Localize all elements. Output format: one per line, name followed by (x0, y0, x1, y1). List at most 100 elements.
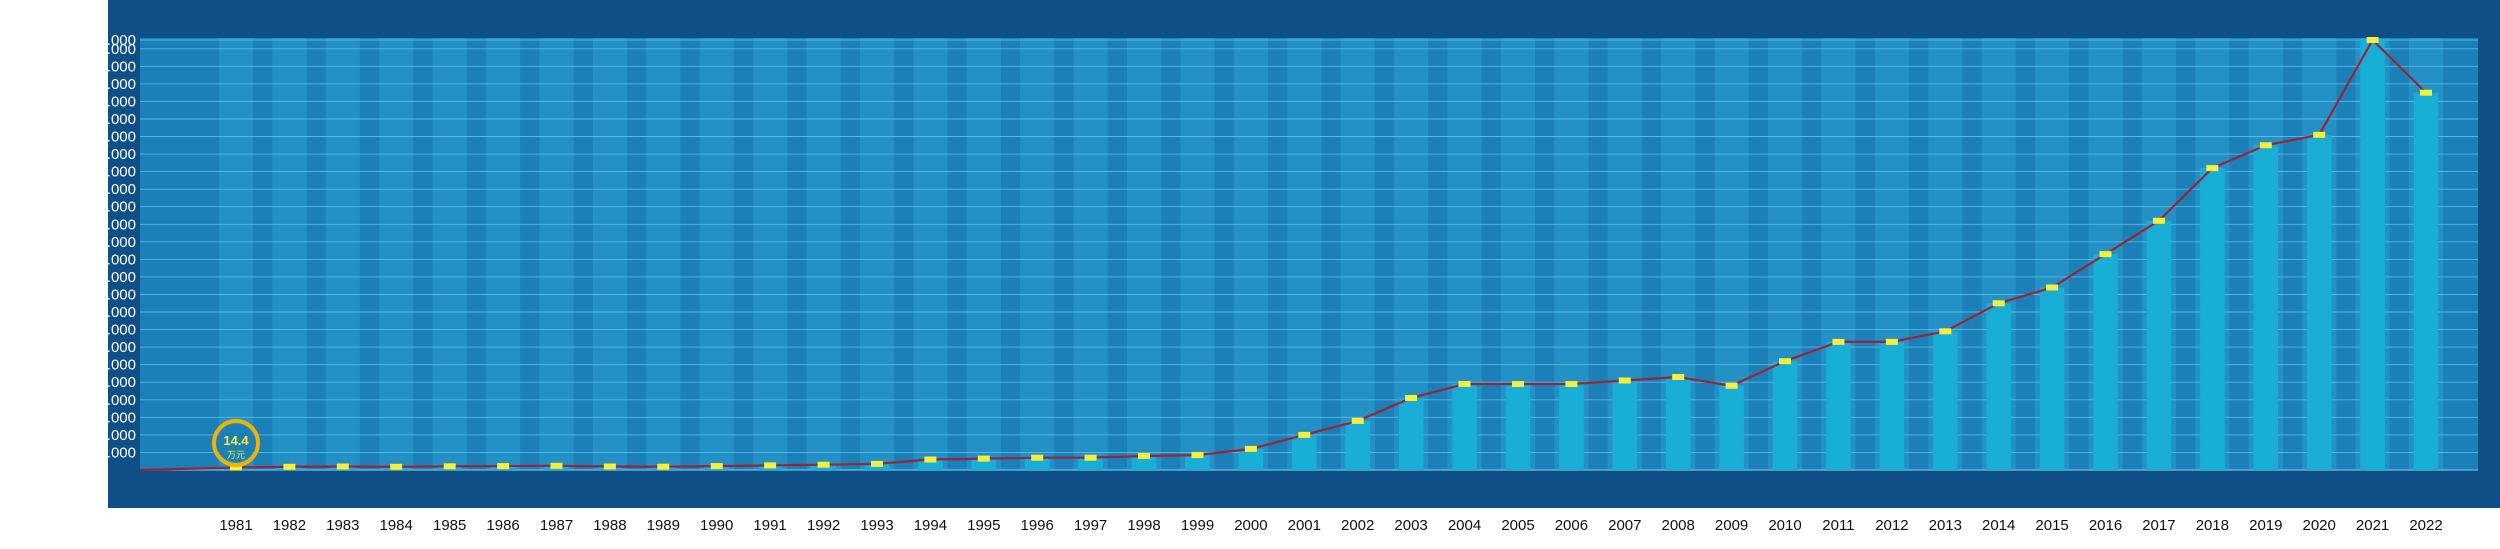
line-marker (336, 463, 349, 470)
line-marker (1191, 452, 1204, 459)
y-tick-label: 1.800.000 (69, 146, 136, 163)
category-stripe (966, 38, 1001, 470)
category-stripe (806, 38, 841, 470)
line-marker (977, 455, 990, 462)
bar (1131, 456, 1157, 470)
x-tick-label: 2022 (2409, 517, 2442, 534)
line-marker (1725, 382, 1738, 389)
x-tick-label: 2017 (2142, 517, 2175, 534)
y-tick-label: 300.000 (82, 409, 136, 426)
line-marker (2366, 37, 2379, 43)
line-marker (764, 462, 777, 469)
bar (1986, 303, 2011, 470)
line-marker (2152, 217, 2165, 224)
bar (1238, 448, 1264, 470)
bar (1078, 457, 1103, 470)
category-stripe (592, 38, 627, 470)
y-axis-tick-labels: 100.000200.000300.000400.000500.000600.0… (69, 32, 136, 461)
y-tick-label: 2.100.000 (69, 93, 136, 110)
category-stripe (859, 38, 895, 470)
bar (2413, 92, 2439, 470)
line-marker (1351, 417, 1364, 424)
x-tick-label: 2015 (2035, 517, 2068, 534)
line-marker (283, 463, 296, 470)
bar (1505, 384, 1531, 470)
category-stripe (913, 38, 948, 470)
bar (1826, 341, 1851, 470)
x-tick-label: 1996 (1021, 517, 1054, 534)
x-tick-label: 2001 (1288, 517, 1321, 534)
bar (2093, 254, 2118, 470)
category-stripe (1020, 38, 1055, 470)
x-tick-label: 1988 (593, 517, 626, 534)
bar (1345, 420, 1370, 470)
line-marker (2259, 142, 2272, 149)
y-tick-label: 2.000.000 (69, 111, 136, 128)
x-tick-label: 2019 (2249, 517, 2282, 534)
category-stripe (486, 38, 521, 470)
bar (1292, 434, 1317, 470)
x-tick-label: 2005 (1501, 517, 1534, 534)
line-marker (2420, 89, 2432, 96)
badge-value: 14.4 (223, 433, 249, 448)
line-marker (1672, 374, 1685, 380)
y-tick-label: 2.200.000 (69, 76, 136, 93)
line-marker (817, 461, 830, 468)
badge-fill (217, 424, 255, 462)
line-marker (2206, 165, 2219, 172)
line-marker (924, 456, 937, 463)
category-stripe (432, 38, 467, 470)
x-tick-label: 2012 (1875, 517, 1908, 534)
category-stripe (1340, 38, 1375, 470)
y-tick-label: 600.000 (82, 357, 136, 374)
x-tick-label: 2021 (2356, 517, 2389, 534)
line-marker (230, 464, 242, 471)
line-marker (1779, 358, 1791, 365)
x-tick-label: 2000 (1234, 517, 1267, 534)
x-axis-tick-labels: 1981 1982 1983 1984 1985 1986 1987 1988 1989 1990… (219, 517, 2442, 534)
x-tick-label: 1985 (433, 517, 466, 534)
line-markers (230, 37, 2432, 471)
x-tick-label: 1992 (807, 517, 840, 534)
line-marker (2313, 131, 2326, 138)
category-stripe (1287, 38, 1322, 470)
line-marker (2099, 251, 2112, 258)
line-marker (1458, 381, 1471, 387)
line-marker (1244, 445, 1257, 452)
line-marker (390, 463, 403, 470)
line-marker (1618, 377, 1631, 384)
line-marker (657, 463, 670, 470)
line-marker (1298, 431, 1311, 438)
badge-ring (212, 419, 260, 467)
line-marker (710, 463, 723, 470)
bar (971, 458, 997, 470)
x-tick-label: 2004 (1448, 517, 1481, 534)
value-badge: 14.4 万元 (212, 419, 260, 467)
x-tick-label: 2013 (1929, 517, 1962, 534)
bar (1398, 398, 1424, 470)
y-tick-label: 2.450.000 (69, 32, 136, 49)
x-tick-label: 2011 (1822, 517, 1854, 534)
x-tick-label: 1983 (326, 517, 359, 534)
x-tick-label: 2003 (1394, 517, 1427, 534)
x-tick-label: 1997 (1074, 517, 1107, 534)
line-marker (2046, 284, 2059, 291)
x-tick-label: 1986 (486, 517, 519, 534)
x-tick-label: 1989 (647, 517, 680, 534)
category-stripe (539, 38, 574, 470)
x-tick-label: 2006 (1555, 517, 1588, 534)
x-tick-label: 1998 (1127, 517, 1160, 534)
line-marker (443, 463, 456, 470)
bar (864, 463, 890, 470)
y-tick-label: 500.000 (82, 374, 136, 391)
category-stripe (646, 38, 681, 470)
y-tick-label: 900.000 (82, 304, 136, 321)
bar (1879, 341, 1905, 470)
line-marker (871, 460, 883, 467)
x-tick-label: 2007 (1608, 517, 1641, 534)
bar (1024, 457, 1050, 470)
x-tick-label: 1995 (967, 517, 1000, 534)
bar (2039, 287, 2065, 470)
y-tick-label: 2.400.000 (69, 41, 136, 58)
